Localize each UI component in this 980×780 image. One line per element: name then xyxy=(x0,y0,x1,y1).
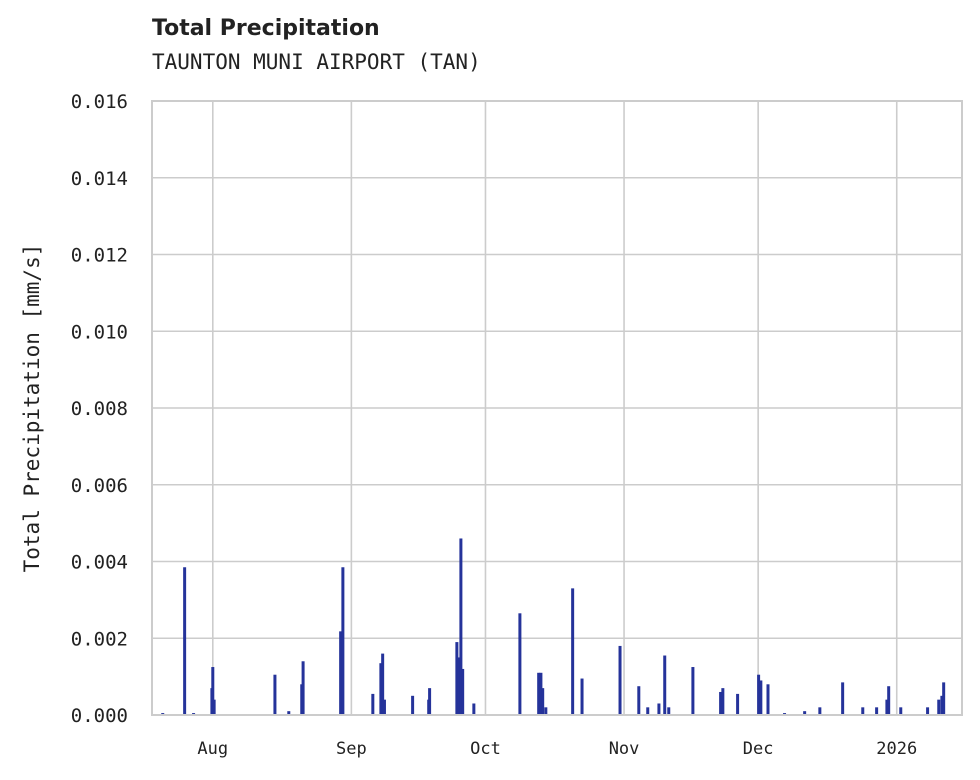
precip-bar xyxy=(942,682,946,715)
y-tick-label: 0.004 xyxy=(71,552,128,574)
precip-bar xyxy=(339,631,343,715)
precip-bar xyxy=(618,645,622,715)
precip-bar xyxy=(667,707,671,715)
y-tick-label: 0.014 xyxy=(71,168,128,190)
x-tick-label: Sep xyxy=(336,739,367,759)
precip-bar xyxy=(544,707,548,715)
plot-frame xyxy=(151,100,963,716)
chart-title: Total Precipitation xyxy=(152,16,380,41)
chart-subtitle: TAUNTON MUNI AIRPORT (TAN) xyxy=(152,50,481,74)
precip-bar xyxy=(926,707,930,715)
precip-bar xyxy=(381,653,385,715)
precip-bar xyxy=(183,567,187,715)
precip-bar xyxy=(341,567,345,715)
precip-bar xyxy=(803,711,807,715)
precip-bar xyxy=(899,707,903,715)
precip-bar xyxy=(885,699,889,715)
precip-bar xyxy=(757,674,761,715)
precip-bar xyxy=(539,672,543,715)
x-tick-label: Oct xyxy=(470,739,501,759)
precip-bar xyxy=(875,707,879,715)
y-axis-ticks: 0.000 0.002 0.004 0.006 0.008 0.010 0.012 0.014… xyxy=(71,91,128,727)
precip-bar xyxy=(818,707,822,715)
precip-bar xyxy=(411,695,415,715)
x-tick-label: Nov xyxy=(609,739,640,759)
precip-bar xyxy=(287,711,291,715)
precip-bar xyxy=(937,699,941,715)
precip-bar xyxy=(428,688,432,715)
y-tick-label: 0.016 xyxy=(71,91,128,113)
precip-bar xyxy=(841,682,845,715)
x-tick-label: Dec xyxy=(743,739,774,759)
precip-bar xyxy=(887,686,891,715)
y-tick-label: 0.008 xyxy=(71,398,128,420)
precip-bar xyxy=(657,703,661,715)
precip-bar xyxy=(459,538,463,715)
precip-bar xyxy=(518,613,522,715)
precip-bar xyxy=(273,674,277,715)
precip-bar xyxy=(571,588,575,715)
y-tick-label: 0.000 xyxy=(71,705,128,727)
precip-bar xyxy=(759,680,763,715)
precip-bar xyxy=(212,699,216,715)
precip-bar xyxy=(736,693,740,715)
precip-bar xyxy=(691,667,695,715)
precip-bar xyxy=(721,688,725,715)
precip-bar xyxy=(455,642,459,715)
data-series xyxy=(161,538,946,715)
y-tick-label: 0.012 xyxy=(71,245,128,267)
precip-bar xyxy=(457,657,461,715)
precip-bar xyxy=(472,703,476,715)
precip-bar xyxy=(646,707,650,715)
y-tick-label: 0.002 xyxy=(71,628,128,650)
precip-bar xyxy=(861,707,865,715)
precip-bar xyxy=(766,684,770,715)
precip-bar xyxy=(461,668,465,715)
precip-bar xyxy=(637,686,641,715)
x-axis-ticks: Aug Sep Oct Nov Dec 2026 xyxy=(197,739,917,759)
precip-bar xyxy=(580,678,584,715)
grid-lines xyxy=(152,100,962,716)
precip-bar xyxy=(940,695,944,715)
precip-bar xyxy=(537,672,541,715)
precip-bar xyxy=(541,688,545,715)
precip-bar xyxy=(719,691,723,715)
precip-bar xyxy=(301,661,305,715)
precip-bar xyxy=(371,693,375,715)
precip-bar xyxy=(663,655,667,715)
precip-bar xyxy=(211,667,215,715)
x-tick-label: Aug xyxy=(197,739,228,759)
precip-bar xyxy=(379,663,383,715)
y-tick-label: 0.010 xyxy=(71,321,128,343)
x-tick-label: 2026 xyxy=(876,739,917,759)
y-tick-label: 0.006 xyxy=(71,475,128,497)
precip-bar xyxy=(382,699,386,715)
